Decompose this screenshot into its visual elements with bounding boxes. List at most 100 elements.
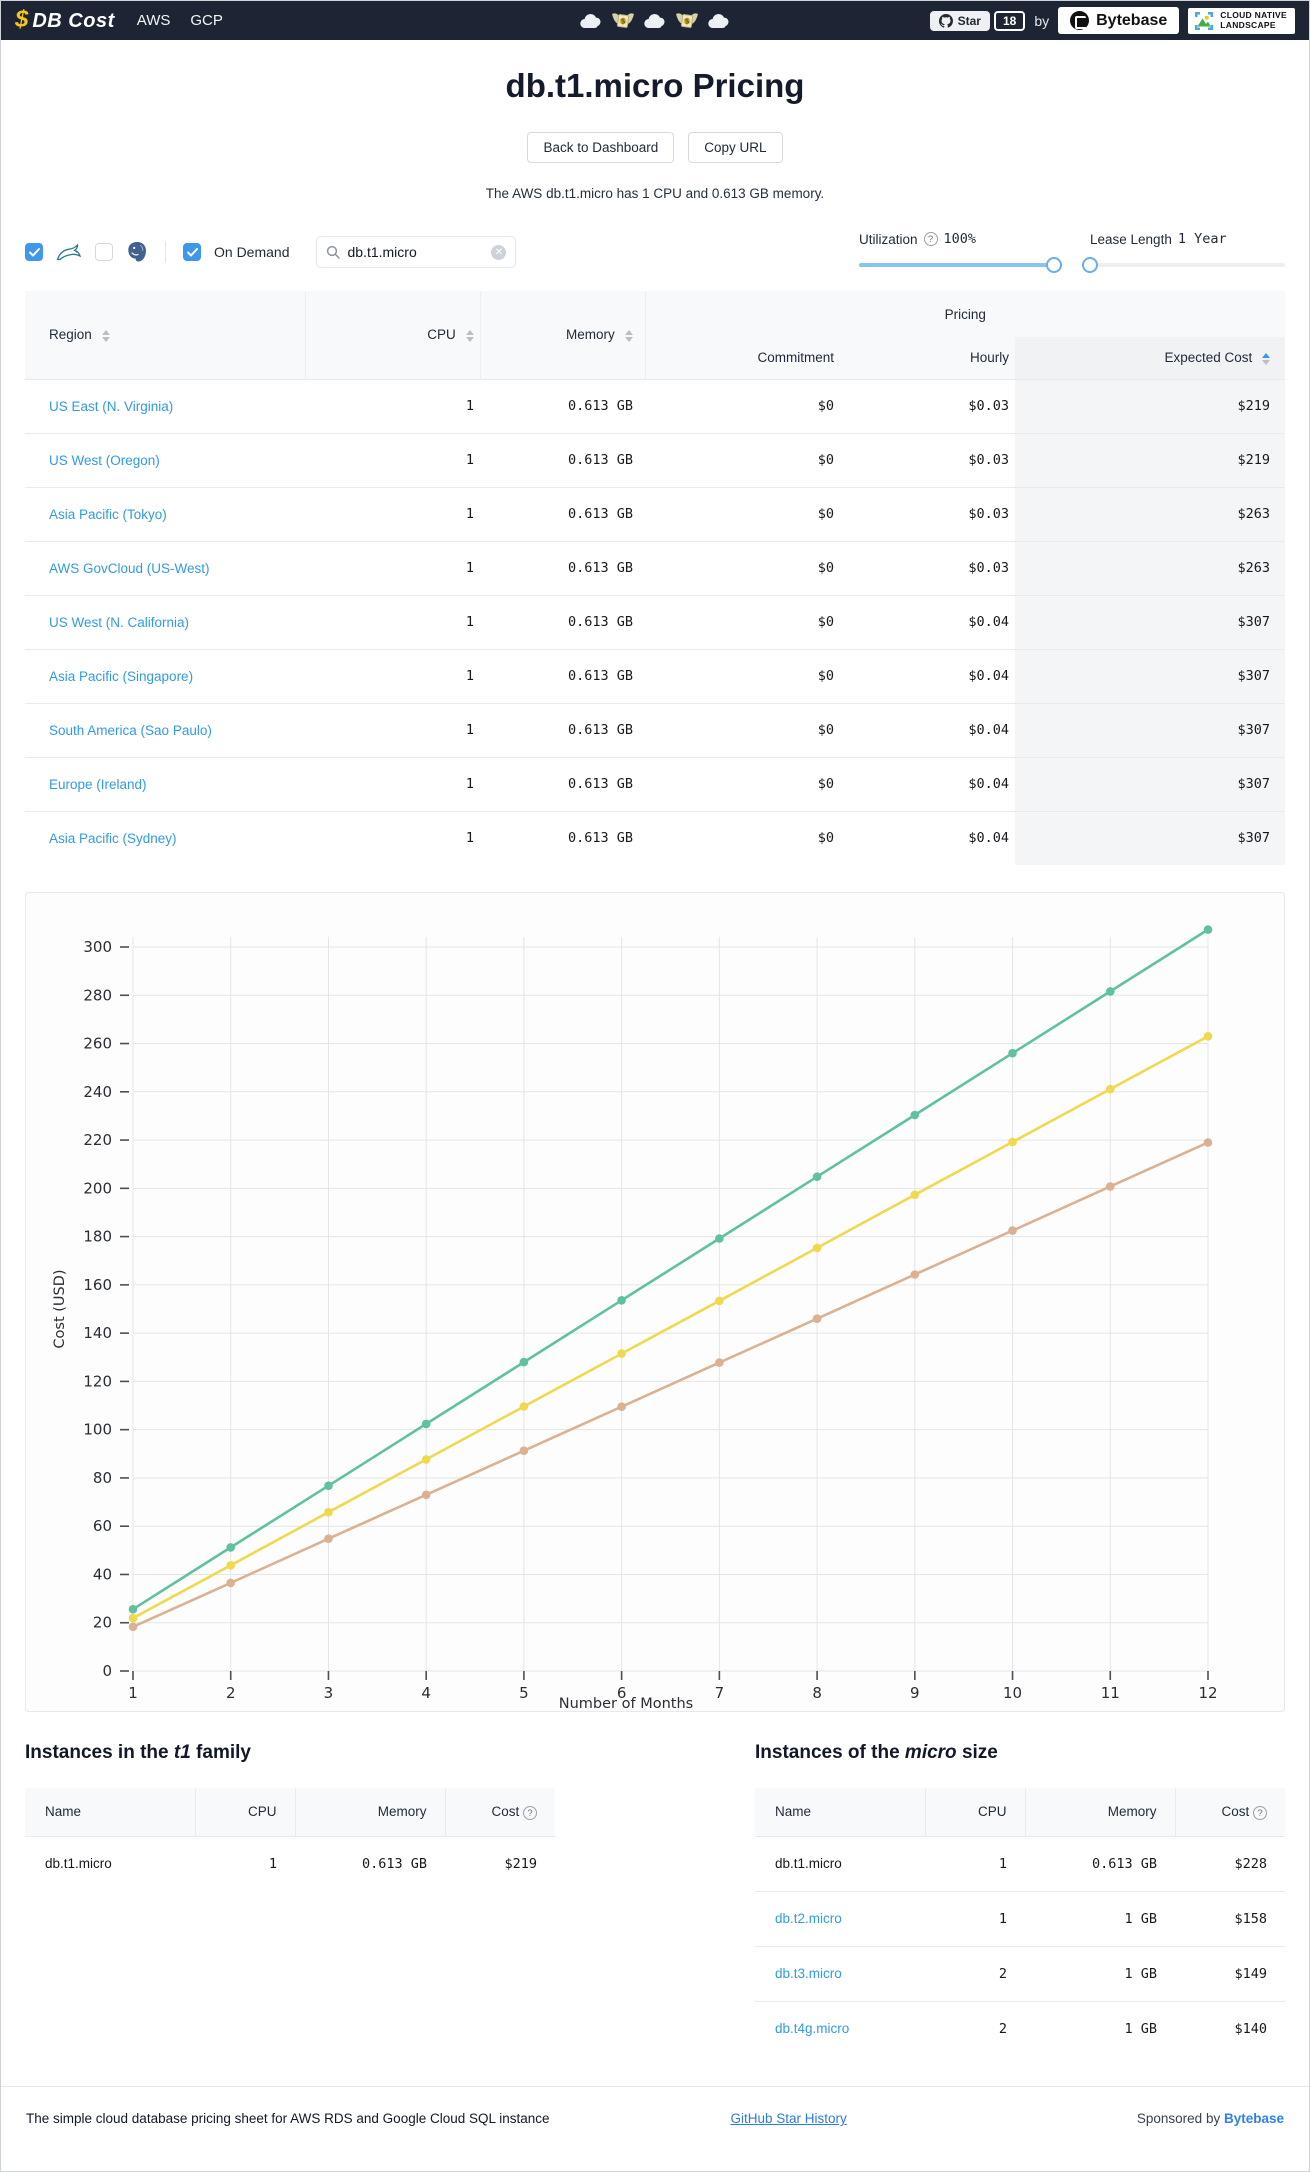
lease-length-value: 1 Year xyxy=(1177,231,1227,247)
svg-text:3: 3 xyxy=(324,1684,334,1702)
related-instances: Instances in the t1 family Name CPU Memo… xyxy=(25,1742,1285,2056)
filter-bar: On Demand ✕ Utilization ? 100% xyxy=(25,231,1285,273)
memory-cell: 0.613 GB xyxy=(480,756,645,811)
column-header-memory[interactable]: Memory xyxy=(480,291,646,379)
instance-link[interactable]: db.t2.micro xyxy=(775,1911,842,1926)
search-box: ✕ xyxy=(316,236,517,268)
family-header-memory: Memory xyxy=(294,1788,445,1836)
table-row: db.t4g.micro 2 1 GB $140 xyxy=(755,2000,1285,2056)
dbcost-logo[interactable]: $ DB Cost xyxy=(15,8,115,33)
region-link[interactable]: Asia Pacific (Sydney) xyxy=(49,830,177,846)
cpu-cell: 1 xyxy=(305,486,480,541)
clear-search-icon[interactable]: ✕ xyxy=(491,244,507,260)
svg-text:12: 12 xyxy=(1198,1684,1217,1702)
sponsored-by: Sponsored by Bytebase xyxy=(1136,2111,1284,2126)
sponsor-bytebase-link[interactable]: Bytebase xyxy=(1223,2111,1284,2126)
region-link[interactable]: US West (Oregon) xyxy=(49,452,160,468)
column-header-expected-cost[interactable]: Expected Cost xyxy=(1015,337,1285,379)
region-link[interactable]: Europe (Ireland) xyxy=(49,776,147,792)
navbar-decorations: $ $ xyxy=(580,12,730,30)
region-link[interactable]: Asia Pacific (Tokyo) xyxy=(49,506,167,522)
column-header-cpu[interactable]: CPU xyxy=(305,291,481,379)
star-count: 18 xyxy=(993,10,1026,31)
navbar: $ DB Cost AWS GCP $ $ Star xyxy=(1,1,1309,40)
copy-url-button[interactable]: Copy URL xyxy=(688,132,783,163)
memory-cell: 1 GB xyxy=(1025,1945,1175,2001)
column-header-region[interactable]: Region xyxy=(25,291,306,379)
commitment-cell: $0 xyxy=(645,810,840,865)
cpu-cell: 1 xyxy=(305,540,480,595)
region-link[interactable]: US West (N. California) xyxy=(49,614,190,630)
cost-cell: $219 xyxy=(445,1835,555,1891)
utilization-label: Utilization xyxy=(859,231,918,247)
bytebase-badge[interactable]: Bytebase xyxy=(1058,7,1180,34)
page-title: db.t1.micro Pricing xyxy=(505,67,805,104)
instance-link[interactable]: db.t4g.micro xyxy=(775,2021,850,2037)
on-demand-label: On Demand xyxy=(214,244,290,260)
table-row: Asia Pacific (Sydney) 1 0.613 GB $0 $0.04 $30… xyxy=(25,810,1285,865)
region-link[interactable]: South America (Sao Paulo) xyxy=(49,722,212,738)
region-link[interactable]: AWS GovCloud (US-West) xyxy=(49,560,210,576)
cost-chart-panel: 0 20 40 60 80 100 120 140 160 180 200 220 240 260 280 3… xyxy=(25,892,1285,1712)
github-star-history-link[interactable]: GitHub Star History xyxy=(730,2111,847,2126)
region-link[interactable]: US East (N. Virginia) xyxy=(49,398,174,414)
table-row: South America (Sao Paulo) 1 0.613 GB $0 $0.0… xyxy=(25,702,1285,757)
hourly-cell: $0.04 xyxy=(840,756,1015,811)
utilization-control: Utilization ? 100% xyxy=(859,231,1062,273)
filter-right: Utilization ? 100% Lease Length 1 Year xyxy=(859,231,1285,273)
on-demand-checkbox[interactable] xyxy=(183,243,201,261)
lease-length-slider[interactable] xyxy=(1082,257,1285,273)
cost-help-icon[interactable]: ? xyxy=(1253,1806,1267,1820)
table-row: db.t1.micro 1 0.613 GB $228 xyxy=(755,1835,1285,1891)
landscape-icon xyxy=(1195,11,1214,30)
filter-left: On Demand ✕ xyxy=(25,236,517,273)
postgres-checkbox[interactable] xyxy=(95,243,113,261)
family-section-title: Instances in the t1 family xyxy=(25,1742,251,1763)
postgresql-icon xyxy=(126,241,148,263)
cost-help-icon[interactable]: ? xyxy=(523,1806,537,1820)
svg-text:1: 1 xyxy=(128,1684,138,1702)
cloud-native-landscape-badge[interactable]: CLOUD NATIVE LANDSCAPE xyxy=(1188,7,1295,34)
lease-length-control: Lease Length 1 Year xyxy=(1082,231,1285,273)
expected-cost-cell: $307 xyxy=(1015,756,1285,811)
column-group-pricing: Pricing xyxy=(645,291,1285,337)
mysql-checkbox[interactable] xyxy=(25,243,43,261)
nav-item-aws[interactable]: AWS xyxy=(136,12,171,29)
instance-name: db.t1.micro xyxy=(45,1856,112,1872)
logo-text: DB Cost xyxy=(32,10,115,32)
svg-text:300: 300 xyxy=(83,938,112,956)
cloud-icon xyxy=(708,13,729,28)
size-header-cpu: CPU xyxy=(924,1788,1025,1836)
back-to-dashboard-button[interactable]: Back to Dashboard xyxy=(527,132,675,163)
table-row: db.t3.micro 2 1 GB $149 xyxy=(755,1945,1285,2001)
instance-link[interactable]: db.t3.micro xyxy=(775,1966,842,1981)
utilization-slider-thumb[interactable] xyxy=(1046,257,1062,273)
svg-text:60: 60 xyxy=(93,1517,112,1535)
expected-cost-cell: $307 xyxy=(1015,810,1285,865)
github-icon xyxy=(938,13,953,28)
svg-text:200: 200 xyxy=(83,1179,112,1197)
memory-cell: 0.613 GB xyxy=(480,702,645,757)
svg-text:11: 11 xyxy=(1101,1684,1120,1702)
column-header-hourly[interactable]: Hourly xyxy=(840,337,1015,379)
lease-length-slider-thumb[interactable] xyxy=(1082,257,1098,273)
svg-text:8: 8 xyxy=(812,1684,822,1702)
svg-text:6: 6 xyxy=(617,1684,627,1702)
utilization-help-icon[interactable]: ? xyxy=(923,232,938,246)
search-input[interactable] xyxy=(347,244,485,260)
svg-text:160: 160 xyxy=(83,1276,112,1294)
utilization-slider[interactable] xyxy=(859,257,1062,273)
svg-text:240: 240 xyxy=(83,1083,112,1101)
column-header-commitment[interactable]: Commitment xyxy=(645,337,840,379)
family-section: Instances in the t1 family Name CPU Memo… xyxy=(25,1742,555,2056)
region-link[interactable]: Asia Pacific (Singapore) xyxy=(49,668,194,684)
cpu-cell: 1 xyxy=(305,594,480,649)
github-star-button[interactable]: Star 18 xyxy=(929,10,1026,31)
nav-item-gcp[interactable]: GCP xyxy=(190,12,223,29)
pricing-table-header: Region CPU Memory Pricing Commitment xyxy=(25,291,1285,379)
cost-cell: $149 xyxy=(1175,1945,1285,2001)
by-label: by xyxy=(1034,12,1050,29)
commitment-cell: $0 xyxy=(645,648,840,703)
cpu-cell: 2 xyxy=(925,1945,1025,2001)
size-section: Instances of the micro size Name CPU Mem… xyxy=(755,1742,1285,2056)
